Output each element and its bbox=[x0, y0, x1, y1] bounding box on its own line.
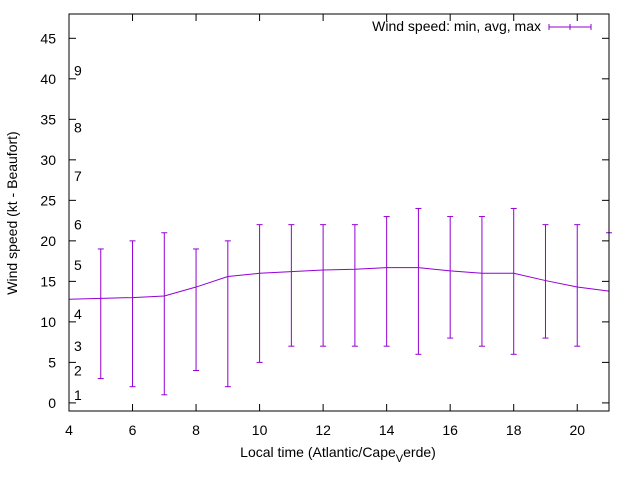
x-axis-title: Local time (Atlantic/CapeVerde) bbox=[240, 444, 436, 465]
plot-layer bbox=[68, 207, 612, 411]
axes-layer: 4 6 8 10 12 14 16 18 200510152025303540451234567… bbox=[40, 13, 610, 438]
y-tick-label: 5 bbox=[48, 354, 56, 370]
beaufort-label: 2 bbox=[74, 362, 82, 378]
x-tick-label: 12 bbox=[315, 422, 331, 438]
y-tick-label: 20 bbox=[40, 233, 56, 249]
beaufort-label: 3 bbox=[74, 338, 82, 354]
x-tick-label: 16 bbox=[442, 422, 458, 438]
legend: Wind speed: min, avg, max bbox=[372, 18, 592, 34]
beaufort-label: 5 bbox=[74, 257, 82, 273]
x-axis-title-subscript: V bbox=[396, 453, 404, 465]
y-tick-label: 30 bbox=[40, 152, 56, 168]
beaufort-label: 8 bbox=[74, 119, 82, 135]
beaufort-label: 4 bbox=[74, 306, 82, 322]
y-tick-label: 40 bbox=[40, 71, 56, 87]
x-tick-label: 10 bbox=[252, 422, 268, 438]
legend-label: Wind speed: min, avg, max bbox=[372, 18, 541, 34]
x-axis-title-suffix: erde) bbox=[403, 444, 436, 460]
beaufort-label: 9 bbox=[74, 63, 82, 79]
x-tick-label: 20 bbox=[569, 422, 585, 438]
y-tick-label: 35 bbox=[40, 111, 56, 127]
y-tick-label: 0 bbox=[48, 395, 56, 411]
beaufort-label: 1 bbox=[74, 387, 82, 403]
avg-line bbox=[68, 267, 610, 300]
x-tick-label: 4 bbox=[65, 422, 73, 438]
y-tick-label: 15 bbox=[40, 273, 56, 289]
beaufort-label: 6 bbox=[74, 217, 82, 233]
y-tick-label: 25 bbox=[40, 192, 56, 208]
x-tick-label: 18 bbox=[506, 422, 522, 438]
plot-frame bbox=[68, 13, 610, 412]
y-axis-title: Wind speed (kt - Beaufort) bbox=[4, 131, 20, 294]
beaufort-label: 7 bbox=[74, 168, 82, 184]
x-tick-label: 6 bbox=[129, 422, 137, 438]
y-tick-label: 10 bbox=[40, 314, 56, 330]
y-tick-label: 45 bbox=[40, 30, 56, 46]
x-tick-label: 8 bbox=[192, 422, 200, 438]
x-tick-label: 14 bbox=[379, 422, 395, 438]
x-axis-title-main: Local time (Atlantic/Cape bbox=[240, 444, 396, 460]
